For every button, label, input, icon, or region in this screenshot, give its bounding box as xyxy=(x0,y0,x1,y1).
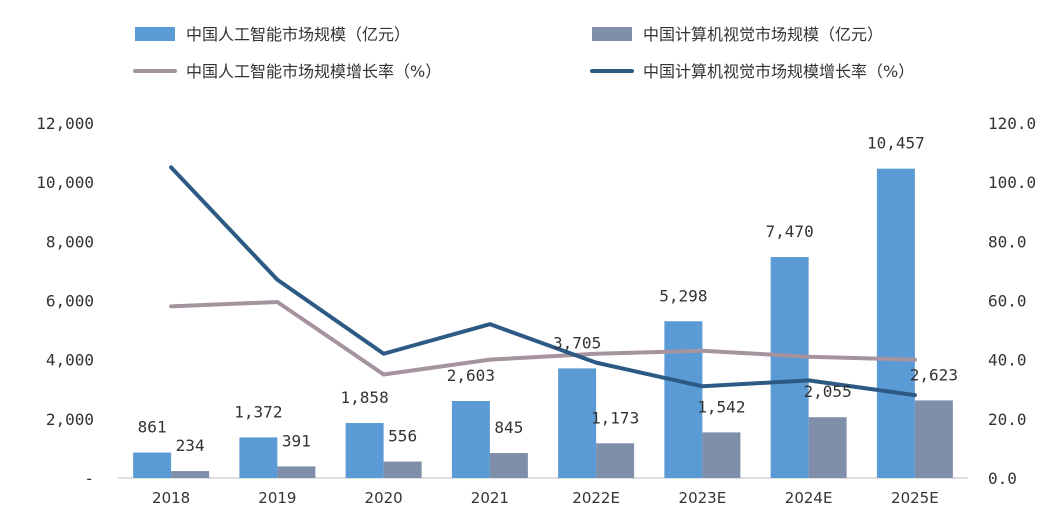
bars xyxy=(133,168,953,478)
y-left-tick-label: 8,000 xyxy=(46,232,94,251)
data-label-cv-market: 234 xyxy=(176,436,205,455)
bar-cv-market xyxy=(702,432,741,478)
data-label-cv-market: 2,623 xyxy=(910,365,958,384)
y-right-tick-label: 60.0 xyxy=(988,292,1027,311)
x-tick-label: 2025E xyxy=(891,489,939,507)
axes: - 2,000 4,000 6,000 8,000 10,000 12,000 0.0 20.0… xyxy=(36,114,1036,507)
bar-ai-market xyxy=(558,368,597,478)
legend-label-ai-market: 中国人工智能市场规模（亿元） xyxy=(186,25,410,44)
legend-swatch-cv-market xyxy=(592,27,632,41)
bar-ai-market xyxy=(770,257,809,478)
y-left-tick-label: 4,000 xyxy=(46,351,94,370)
data-label-cv-market: 1,542 xyxy=(697,397,745,416)
bar-cv-market xyxy=(277,466,316,478)
x-tick-label: 2020 xyxy=(365,489,403,507)
y-right-tick-label: 80.0 xyxy=(988,232,1027,251)
x-tick-label: 2019 xyxy=(258,489,296,507)
data-label-ai-market: 5,298 xyxy=(659,286,707,305)
y-right-tick-label: 100.0 xyxy=(988,173,1036,192)
bar-ai-market xyxy=(239,437,278,478)
x-tick-label: 2024E xyxy=(785,489,833,507)
legend-label-cv-growth: 中国计算机视觉市场规模增长率（%） xyxy=(643,62,914,81)
x-tick-label: 2018 xyxy=(152,489,190,507)
legend-label-ai-growth: 中国人工智能市场规模增长率（%） xyxy=(186,62,441,81)
y-left-tick-label: 10,000 xyxy=(36,173,94,192)
bar-cv-market xyxy=(171,471,210,478)
bar-cv-market xyxy=(914,400,953,478)
y-left-tick-label: 2,000 xyxy=(46,410,94,429)
y-right-tick-label: 40.0 xyxy=(988,351,1027,370)
bar-ai-market xyxy=(664,321,703,478)
growth-lines xyxy=(169,165,917,398)
data-label-ai-market: 1,372 xyxy=(234,402,282,421)
y-right-tick-label: 120.0 xyxy=(988,114,1036,133)
bar-ai-market xyxy=(876,168,915,478)
data-label-ai-market: 7,470 xyxy=(766,222,814,241)
data-label-ai-market: 1,858 xyxy=(341,388,389,407)
data-labels: 861 1,372 1,858 2,603 3,705 5,298 7,470 10,457 2… xyxy=(138,134,958,455)
x-tick-label: 2022E xyxy=(572,489,620,507)
bar-ai-market xyxy=(133,452,172,478)
data-label-ai-market: 861 xyxy=(138,418,167,437)
data-label-ai-market: 3,705 xyxy=(553,333,601,352)
legend: 中国人工智能市场规模（亿元） 中国计算机视觉市场规模（亿元） 中国人工智能市场规… xyxy=(133,25,914,81)
legend-label-cv-market: 中国计算机视觉市场规模（亿元） xyxy=(643,25,883,44)
x-tick-label: 2023E xyxy=(679,489,727,507)
data-label-cv-market: 845 xyxy=(494,418,523,437)
data-label-ai-market: 2,603 xyxy=(447,366,495,385)
y-left-tick-label: 6,000 xyxy=(46,292,94,311)
line-ai-growth xyxy=(169,299,917,377)
data-label-cv-market: 556 xyxy=(388,427,417,446)
bar-cv-market xyxy=(489,453,528,478)
bar-ai-market xyxy=(345,423,384,478)
legend-swatch-ai-market xyxy=(135,27,175,41)
data-label-cv-market: 1,173 xyxy=(591,408,639,427)
y-left-tick-label: 12,000 xyxy=(36,114,94,133)
y-right-tick-label: 0.0 xyxy=(988,469,1017,488)
bar-cv-market xyxy=(383,461,422,478)
data-label-cv-market: 391 xyxy=(282,431,311,450)
data-label-ai-market: 10,457 xyxy=(867,134,925,153)
x-tick-label: 2021 xyxy=(471,489,509,507)
data-label-cv-market: 2,055 xyxy=(804,382,852,401)
y-left-tick-label: - xyxy=(84,469,94,488)
bar-ai-market xyxy=(451,400,490,478)
y-right-tick-label: 20.0 xyxy=(988,410,1027,429)
bar-cv-market xyxy=(596,443,635,478)
line-cv-growth xyxy=(169,165,917,398)
bar-cv-market xyxy=(808,417,847,478)
